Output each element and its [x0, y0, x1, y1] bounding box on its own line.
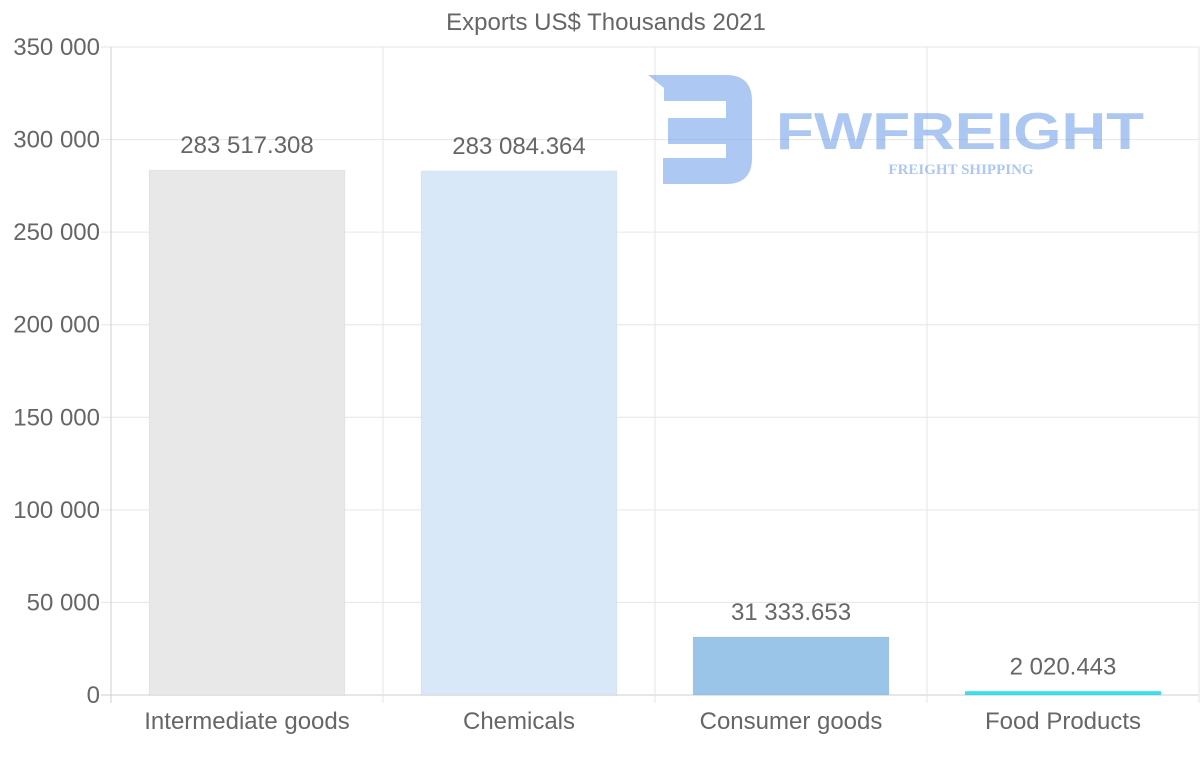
- y-tick-label: 200 000: [13, 312, 100, 339]
- bar-food-products[interactable]: [964, 690, 1162, 696]
- x-category-label: Intermediate goods: [144, 708, 349, 735]
- watermark-tagline: FREIGHT SHIPPING: [888, 162, 1033, 178]
- x-category-label: Consumer goods: [700, 708, 883, 735]
- y-tick-label: 50 000: [27, 589, 100, 616]
- bar-chemicals[interactable]: [420, 170, 618, 696]
- x-axis-categories: Intermediate goods Chemicals Consumer good…: [144, 708, 1141, 735]
- y-tick-label: 0: [87, 682, 100, 709]
- fwfreight-logo-icon: [648, 75, 752, 184]
- y-tick-label: 350 000: [13, 34, 100, 61]
- y-tick-label: 100 000: [13, 497, 100, 524]
- fwfreight-watermark: FWFREIGHT FREIGHT SHIPPING: [648, 75, 1144, 184]
- data-label: 2 020.443: [1010, 653, 1117, 680]
- y-tick-label: 250 000: [13, 219, 100, 246]
- bar-intermediate-goods[interactable]: [148, 169, 346, 696]
- x-category-label: Food Products: [985, 708, 1141, 735]
- watermark-brand: FWFREIGHT: [776, 103, 1144, 161]
- bars: [148, 169, 1162, 696]
- bar-consumer-goods[interactable]: [692, 636, 890, 696]
- x-category-label: Chemicals: [463, 708, 575, 735]
- data-label: 31 333.653: [731, 599, 851, 626]
- y-axis-ticks: 0 50 000 100 000 150 000 200 000 250 000 300 0…: [13, 34, 100, 709]
- data-label: 283 084.364: [452, 133, 585, 160]
- data-label: 283 517.308: [180, 132, 313, 159]
- y-tick-label: 300 000: [13, 127, 100, 154]
- value-labels: 283 517.308 283 084.364 31 333.653 2 020.44…: [180, 132, 1116, 680]
- y-tick-label: 150 000: [13, 404, 100, 431]
- chart-title: Exports US$ Thousands 2021: [446, 9, 766, 36]
